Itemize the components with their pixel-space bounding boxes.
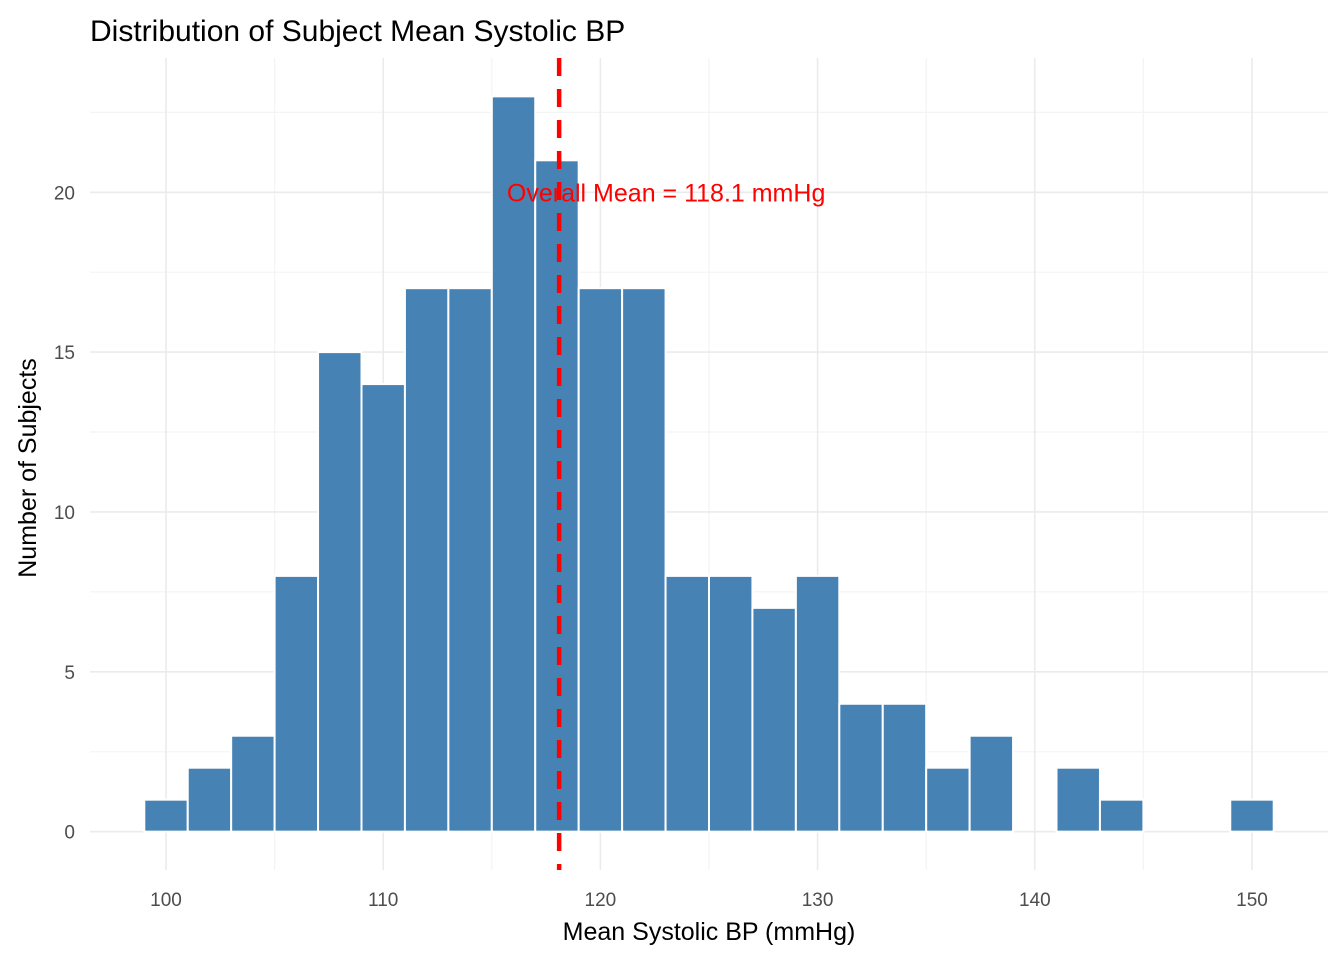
histogram-bar bbox=[751, 606, 797, 833]
histogram-bar bbox=[708, 574, 754, 833]
mean-line-layer: Overall Mean = 118.1 mmHg bbox=[507, 58, 825, 870]
histogram-bar bbox=[230, 734, 276, 833]
x-tick-label: 120 bbox=[585, 890, 617, 911]
histogram-bar bbox=[925, 766, 971, 833]
y-tick-label: 0 bbox=[64, 823, 75, 844]
chart-title: Distribution of Subject Mean Systolic BP bbox=[90, 15, 625, 48]
x-tick-label: 150 bbox=[1236, 890, 1268, 911]
histogram-bar bbox=[186, 766, 233, 833]
histogram-bars bbox=[143, 95, 1275, 833]
histogram-bar bbox=[273, 574, 320, 833]
histogram-bar bbox=[621, 287, 667, 833]
x-tick-label: 130 bbox=[802, 890, 834, 911]
y-tick-label: 10 bbox=[54, 503, 75, 524]
histogram-bar bbox=[143, 798, 189, 833]
y-tick-label: 15 bbox=[54, 343, 75, 364]
x-axis-tick-labels: 100 110 120 130 140 150 bbox=[150, 890, 1268, 911]
histogram-bar bbox=[1098, 798, 1145, 833]
histogram-bar bbox=[794, 574, 841, 833]
histogram-bar bbox=[968, 734, 1015, 833]
histogram-bar bbox=[403, 287, 450, 833]
histogram-bar bbox=[664, 574, 710, 833]
y-axis-title: Number of Subjects bbox=[14, 358, 42, 578]
x-tick-label: 110 bbox=[368, 890, 398, 911]
x-axis-title: Mean Systolic BP (mmHg) bbox=[563, 918, 856, 946]
x-tick-label: 140 bbox=[1019, 890, 1051, 911]
histogram-bar bbox=[447, 287, 493, 833]
histogram-bar bbox=[1055, 766, 1101, 833]
histogram-bar bbox=[577, 287, 624, 833]
histogram-bar bbox=[838, 702, 884, 833]
histogram-bar bbox=[317, 351, 363, 833]
y-tick-label: 20 bbox=[54, 183, 75, 204]
histogram-bar bbox=[360, 383, 406, 833]
y-axis-tick-labels: 0 5 10 15 20 bbox=[54, 183, 75, 843]
histogram-bar bbox=[881, 702, 928, 833]
x-tick-label: 100 bbox=[150, 890, 182, 911]
histogram-bar bbox=[1229, 798, 1275, 833]
histogram-bar bbox=[490, 95, 537, 833]
mean-annotation-label: Overall Mean = 118.1 mmHg bbox=[507, 179, 825, 207]
y-tick-label: 5 bbox=[64, 663, 75, 684]
